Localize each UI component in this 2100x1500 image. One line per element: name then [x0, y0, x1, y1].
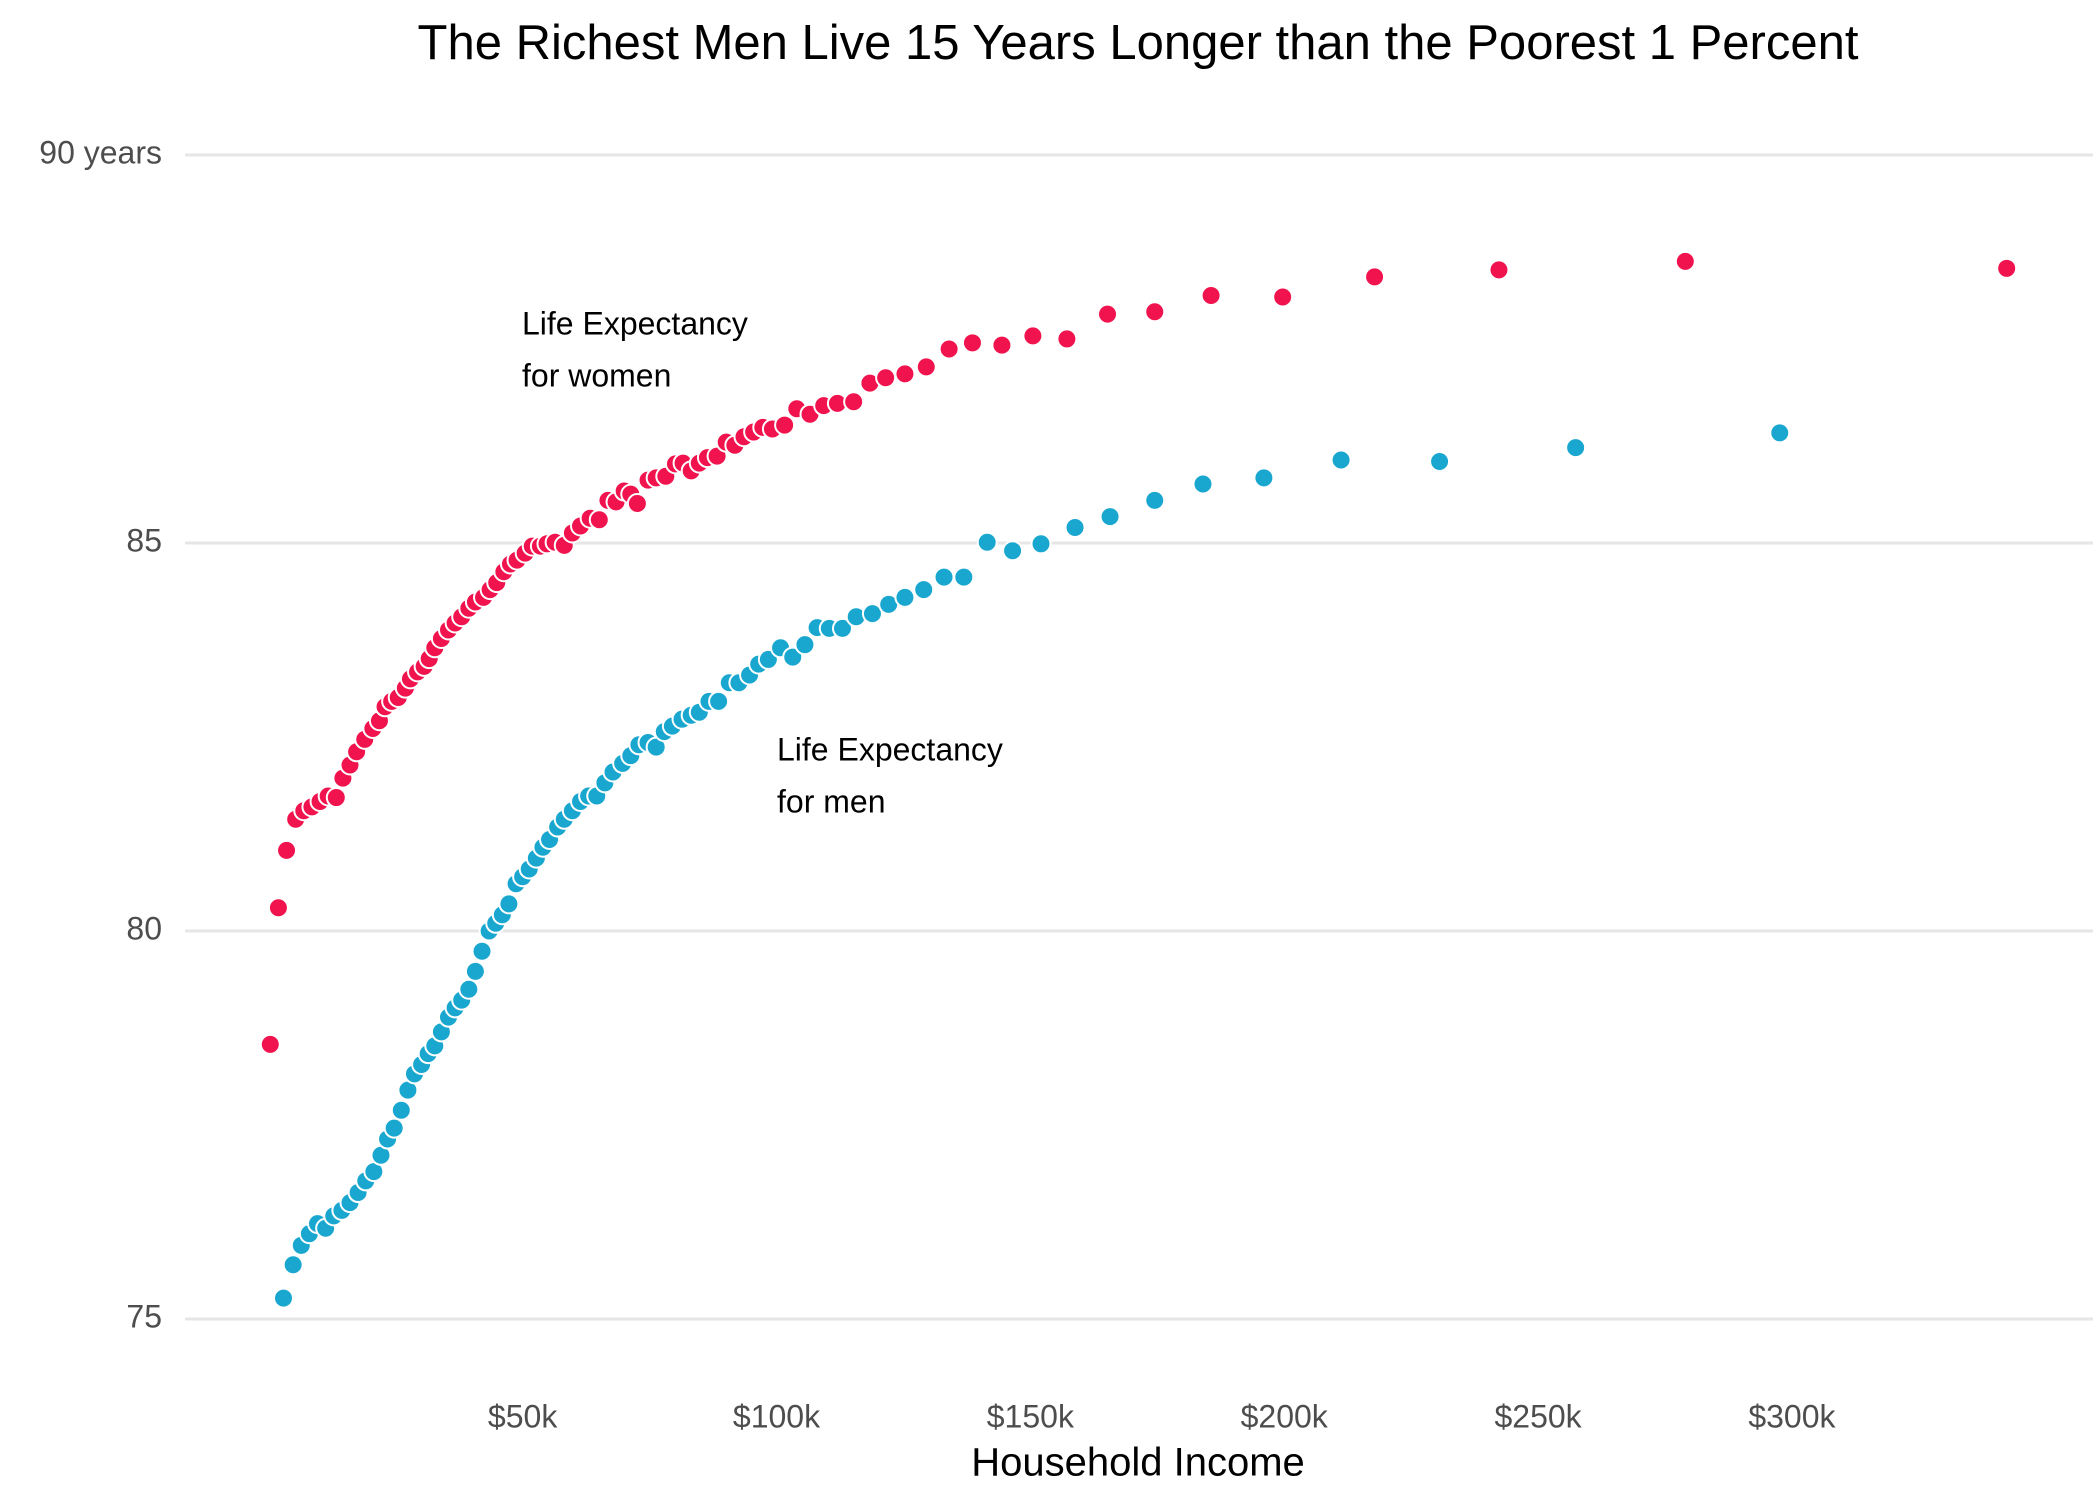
point	[464, 960, 486, 982]
x-tick-label: $150k	[987, 1398, 1075, 1434]
point	[1674, 250, 1696, 272]
point	[1429, 451, 1451, 473]
annotation: Life Expectancy	[522, 305, 748, 341]
point	[498, 893, 520, 915]
chart-title: The Richest Men Live 15 Years Longer tha…	[418, 16, 1859, 70]
point	[1330, 449, 1352, 471]
point	[1144, 301, 1166, 323]
point	[1996, 257, 2018, 279]
y-tick-label: 90 years	[39, 134, 162, 170]
x-axis-title: Household Income	[971, 1441, 1305, 1485]
point	[325, 787, 347, 809]
point	[933, 566, 955, 588]
point	[894, 586, 916, 608]
point	[259, 1033, 281, 1055]
annotation: for men	[777, 783, 885, 819]
point	[1364, 266, 1386, 288]
point	[938, 338, 960, 360]
x-tick-label: $250k	[1494, 1398, 1582, 1434]
x-tick-label: $300k	[1748, 1398, 1836, 1434]
point	[1192, 473, 1214, 495]
x-tick-label: $100k	[733, 1398, 821, 1434]
point	[976, 531, 998, 553]
y-tick-label: 80	[126, 910, 162, 946]
y-tick-label: 75	[126, 1298, 162, 1334]
x-tick-label: $200k	[1241, 1398, 1329, 1434]
point	[1064, 517, 1086, 539]
point	[1253, 467, 1275, 489]
point	[1488, 259, 1510, 281]
point	[588, 509, 610, 531]
point	[267, 897, 289, 919]
point	[626, 492, 648, 514]
point	[843, 391, 865, 413]
annotation: Life Expectancy	[777, 731, 1003, 767]
point	[1056, 328, 1078, 350]
point	[1200, 284, 1222, 306]
point	[875, 367, 897, 389]
point	[276, 839, 298, 861]
point	[915, 356, 937, 378]
point	[991, 334, 1013, 356]
point	[953, 566, 975, 588]
point	[390, 1099, 412, 1121]
point	[1769, 422, 1791, 444]
point	[1099, 506, 1121, 528]
point	[1022, 325, 1044, 347]
point	[782, 646, 804, 668]
point	[471, 940, 493, 962]
point	[1144, 489, 1166, 511]
point	[458, 978, 480, 1000]
point	[383, 1117, 405, 1139]
point	[282, 1254, 304, 1276]
point	[794, 634, 816, 656]
point	[1097, 303, 1119, 325]
point	[708, 690, 730, 712]
point	[831, 617, 853, 639]
point	[1030, 533, 1052, 555]
point	[894, 363, 916, 385]
point	[272, 1287, 294, 1309]
point	[774, 414, 796, 436]
point	[1002, 540, 1024, 562]
point	[961, 332, 983, 354]
point	[861, 603, 883, 625]
y-tick-label: 85	[126, 522, 162, 558]
x-tick-label: $50k	[488, 1398, 558, 1434]
point	[913, 579, 935, 601]
point	[1272, 286, 1294, 308]
point	[1565, 437, 1587, 459]
annotation: for women	[522, 357, 671, 393]
